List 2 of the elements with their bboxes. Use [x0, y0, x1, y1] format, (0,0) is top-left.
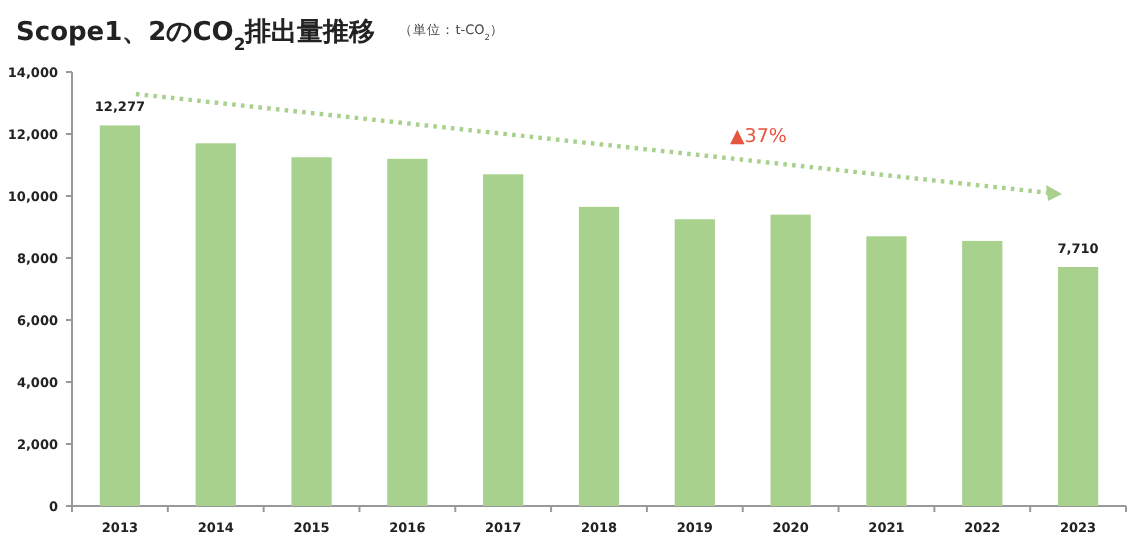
annotation: ▲37%	[730, 126, 787, 148]
chart-title: Scope1、2のCO$_{2}$排出量推移	[16, 18, 376, 54]
